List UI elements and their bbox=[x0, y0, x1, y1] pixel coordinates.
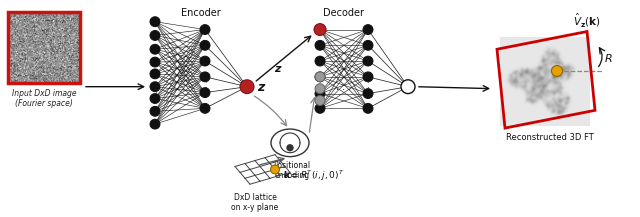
Circle shape bbox=[200, 104, 210, 113]
Ellipse shape bbox=[271, 129, 309, 157]
Text: Decoder: Decoder bbox=[323, 8, 365, 18]
Circle shape bbox=[150, 44, 160, 54]
Circle shape bbox=[271, 165, 280, 174]
Circle shape bbox=[150, 106, 160, 116]
Circle shape bbox=[363, 56, 373, 66]
Circle shape bbox=[200, 88, 210, 97]
Circle shape bbox=[315, 89, 325, 99]
Text: Encoder: Encoder bbox=[181, 8, 221, 18]
Text: $\mathbf{k} = R^T(i,j,0)^T$: $\mathbf{k} = R^T(i,j,0)^T$ bbox=[283, 168, 344, 182]
Circle shape bbox=[150, 69, 160, 79]
Text: . . .: . . . bbox=[200, 80, 209, 93]
Circle shape bbox=[150, 82, 160, 92]
Circle shape bbox=[314, 24, 326, 35]
Circle shape bbox=[363, 25, 373, 35]
Text: . . .: . . . bbox=[170, 82, 185, 92]
Circle shape bbox=[287, 145, 293, 151]
Circle shape bbox=[240, 80, 254, 94]
Text: . . .: . . . bbox=[364, 80, 372, 93]
Circle shape bbox=[200, 56, 210, 66]
Text: Input DxD image
(Fourier space): Input DxD image (Fourier space) bbox=[12, 89, 76, 108]
Circle shape bbox=[315, 95, 325, 105]
Text: Reconstructed 3D FT: Reconstructed 3D FT bbox=[506, 133, 594, 142]
Circle shape bbox=[200, 40, 210, 50]
Circle shape bbox=[150, 57, 160, 67]
Text: DxD lattice
on x-y plane: DxD lattice on x-y plane bbox=[232, 193, 278, 212]
Text: . . .: . . . bbox=[337, 82, 351, 92]
Text: R: R bbox=[605, 54, 612, 64]
Circle shape bbox=[200, 72, 210, 82]
Circle shape bbox=[315, 25, 325, 35]
Circle shape bbox=[363, 40, 373, 50]
Circle shape bbox=[150, 31, 160, 40]
Text: $\hat{V}_{\mathbf{z}}(\mathbf{k})$: $\hat{V}_{\mathbf{z}}(\mathbf{k})$ bbox=[573, 11, 601, 29]
Circle shape bbox=[315, 72, 325, 82]
Text: z: z bbox=[257, 81, 264, 94]
Circle shape bbox=[150, 17, 160, 27]
Circle shape bbox=[552, 66, 563, 76]
Circle shape bbox=[150, 119, 160, 129]
Circle shape bbox=[401, 80, 415, 94]
Circle shape bbox=[315, 84, 325, 94]
Circle shape bbox=[363, 72, 373, 82]
Text: Positional
encoding: Positional encoding bbox=[273, 161, 310, 180]
Circle shape bbox=[315, 40, 325, 50]
Circle shape bbox=[363, 89, 373, 99]
Circle shape bbox=[287, 135, 293, 141]
Circle shape bbox=[363, 104, 373, 113]
Circle shape bbox=[315, 56, 325, 66]
Circle shape bbox=[315, 72, 325, 82]
Text: . . .: . . . bbox=[316, 80, 324, 93]
Circle shape bbox=[200, 25, 210, 35]
Circle shape bbox=[315, 104, 325, 113]
Circle shape bbox=[150, 94, 160, 104]
Text: . . .: . . . bbox=[150, 80, 159, 93]
Text: z: z bbox=[274, 64, 280, 74]
Bar bbox=[8, 12, 80, 83]
